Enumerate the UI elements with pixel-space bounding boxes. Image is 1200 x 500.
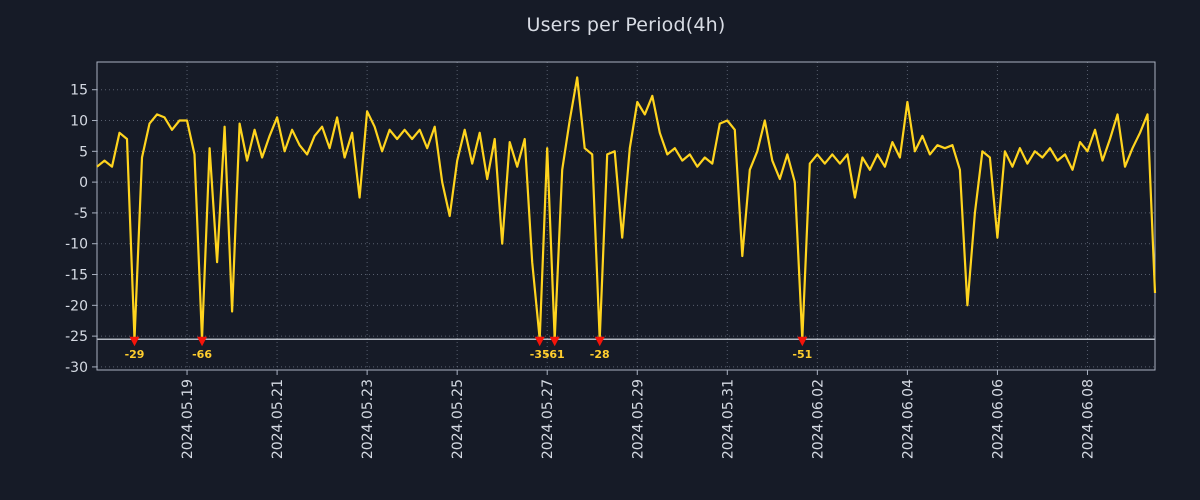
clipped-value-label: -35 <box>530 348 550 361</box>
y-tick-label: 15 <box>70 83 88 99</box>
y-tick-label: -20 <box>65 298 88 314</box>
y-tick-label: -10 <box>65 237 88 253</box>
clipped-value-label: -66 <box>192 348 212 361</box>
x-tick-label: 2024.06.04 <box>900 379 916 459</box>
x-tick-label: 2024.06.08 <box>1080 379 1096 459</box>
clipped-arrow-icon <box>549 336 560 347</box>
y-tick-label: -25 <box>65 329 88 345</box>
clipped-value-label: -29 <box>125 348 145 361</box>
x-tick-label: 2024.05.31 <box>720 379 736 459</box>
x-tick-label: 2024.05.23 <box>360 379 376 459</box>
y-tick-label: 0 <box>79 175 88 191</box>
y-tick-label: 10 <box>70 114 88 130</box>
y-tick-label: -15 <box>65 268 88 284</box>
clipped-arrow-icon <box>197 336 208 347</box>
x-tick-label: 2024.05.25 <box>450 379 466 459</box>
clipped-value-label: -28 <box>590 348 610 361</box>
x-tick-label: 2024.05.29 <box>630 379 646 459</box>
clipped-arrow-icon <box>594 336 605 347</box>
x-tick-label: 2024.06.06 <box>990 379 1006 459</box>
clipped-value-label: -51 <box>792 348 812 361</box>
x-tick-label: 2024.05.27 <box>540 379 556 459</box>
clipped-arrow-icon <box>129 336 140 347</box>
y-tick-label: 5 <box>79 144 88 160</box>
clipped-arrow-icon <box>534 336 545 347</box>
x-tick-label: 2024.05.21 <box>270 379 286 459</box>
x-tick-label: 2024.05.19 <box>180 379 196 459</box>
chart-title: Users per Period(4h) <box>526 14 726 36</box>
series-line <box>96 76 1157 341</box>
y-tick-label: -5 <box>74 206 88 222</box>
y-tick-label: -30 <box>65 360 88 376</box>
x-tick-label: 2024.06.02 <box>810 379 826 459</box>
clipped-value-label: -61 <box>545 348 565 361</box>
plot-border <box>96 61 1156 371</box>
clipped-arrow-icon <box>797 336 808 347</box>
